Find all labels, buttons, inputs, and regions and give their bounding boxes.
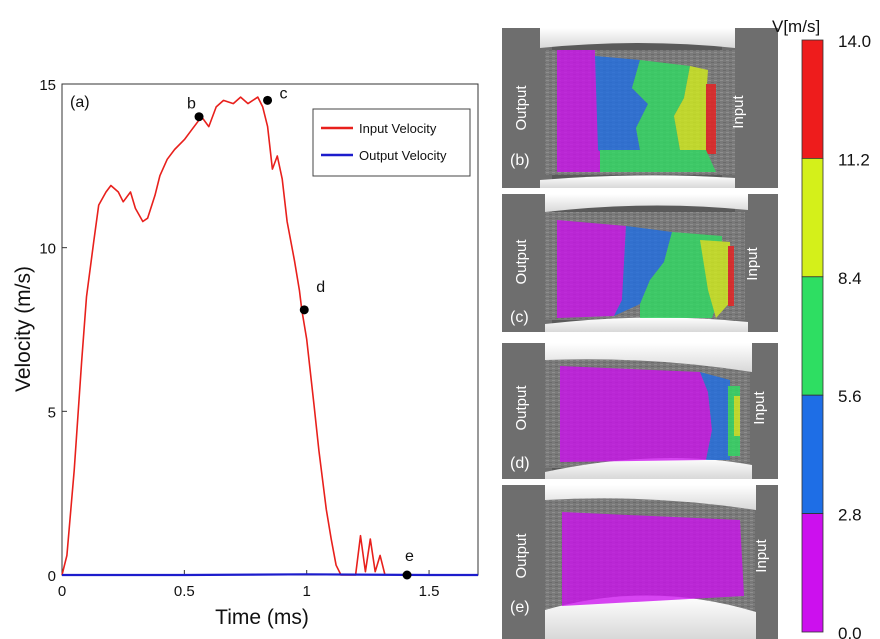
x-tick-label: 1 — [303, 583, 311, 600]
colorbar-tick-label: 2.8 — [838, 506, 862, 525]
gap-bottom — [545, 457, 752, 479]
colorbar-block — [801, 276, 824, 396]
y-axis-ticks: 0 5 10 15 — [39, 77, 67, 585]
y-axis-label: Velocity (m/s) — [12, 266, 35, 392]
legend-label-input: Input Velocity — [359, 121, 437, 136]
bar-left — [502, 194, 552, 332]
frame-left-label: Output — [513, 533, 530, 579]
point-marker-d — [299, 305, 309, 315]
colorbar-tick-label: 5.6 — [838, 387, 862, 406]
point-marker-e — [402, 570, 412, 580]
frame-label: (c) — [510, 309, 529, 326]
series-line-output-velocity — [62, 573, 478, 577]
frame-right-label: Input — [730, 94, 747, 128]
point-markers: b c d e — [187, 85, 414, 580]
specimen-frame-b: Output Input (b) — [502, 28, 778, 188]
velocity-overlay — [557, 220, 734, 318]
y-tick-label: 10 — [39, 241, 56, 258]
legend-label-output: Output Velocity — [359, 148, 447, 163]
x-tick-label: 0.5 — [174, 583, 195, 600]
y-tick-label: 15 — [39, 77, 56, 94]
gap-top — [545, 343, 752, 372]
frame-label: (e) — [510, 599, 530, 616]
point-label-d: d — [316, 279, 325, 296]
frame-right-label: Input — [753, 538, 770, 572]
bar-left — [502, 28, 552, 188]
colorbar-blocks — [801, 39, 824, 633]
point-marker-c — [263, 95, 273, 105]
frame-label: (b) — [510, 152, 530, 169]
x-axis-ticks: 0 0.5 1 1.5 — [58, 570, 440, 600]
x-tick-label: 0 — [58, 583, 66, 600]
bar-left — [502, 343, 552, 479]
point-marker-b — [194, 112, 204, 122]
colorbar-block — [801, 394, 824, 515]
frame-right-label: Input — [744, 246, 761, 280]
colorbar-tick-label: 8.4 — [838, 269, 862, 288]
frame-right-label: Input — [751, 390, 768, 424]
legend: Input Velocity Output Velocity — [312, 108, 471, 177]
colorbar-block — [801, 513, 824, 633]
velocity-overlay — [557, 50, 716, 172]
panel-label-a: (a) — [70, 94, 90, 111]
gap-bottom — [540, 175, 735, 188]
bar-left — [502, 485, 552, 639]
gap-bottom — [545, 595, 756, 639]
point-label-e: e — [405, 548, 414, 565]
velocity-overlay — [562, 512, 744, 606]
frame-left-label: Output — [513, 239, 530, 285]
gap-top — [540, 28, 735, 48]
point-label-b: b — [187, 96, 196, 113]
velocity-chart: 0 5 10 15 0 0.5 1 1.5 Time (ms) Velocity (m/s)… — [12, 77, 479, 629]
series-layer — [61, 96, 478, 577]
colorbar-ticks: 14.0 11.2 8.4 5.6 2.8 0.0 — [838, 32, 871, 639]
specimen-frame-c: Output Input (c) — [502, 194, 778, 332]
colorbar-block — [801, 39, 824, 159]
y-tick-label: 0 — [48, 568, 56, 585]
frame-label: (d) — [510, 455, 530, 472]
gap-top — [545, 485, 756, 510]
frame-left-label: Output — [513, 85, 530, 131]
colorbar: V[m/s] 14.0 11.2 8.4 5.6 2.8 0.0 — [772, 17, 871, 639]
specimen-frame-e: Output Input (e) — [502, 485, 778, 639]
specimen-frames: Output Input (b) Output Input (c) — [502, 28, 778, 639]
colorbar-tick-label: 0.0 — [838, 624, 862, 639]
y-tick-label: 5 — [48, 404, 56, 421]
x-tick-label: 1.5 — [419, 583, 440, 600]
legend-box — [312, 108, 471, 177]
colorbar-tick-label: 14.0 — [838, 32, 871, 51]
x-axis-label: Time (ms) — [215, 606, 309, 629]
gap-bottom — [545, 317, 748, 332]
specimen-frame-d: Output Input (d) — [502, 343, 778, 479]
colorbar-block — [801, 157, 824, 278]
colorbar-tick-label: 11.2 — [838, 150, 870, 169]
frame-left-label: Output — [513, 385, 530, 431]
point-label-c: c — [280, 85, 288, 102]
gap-top — [545, 194, 748, 212]
velocity-overlay — [560, 366, 740, 462]
colorbar-title: V[m/s] — [772, 17, 820, 36]
